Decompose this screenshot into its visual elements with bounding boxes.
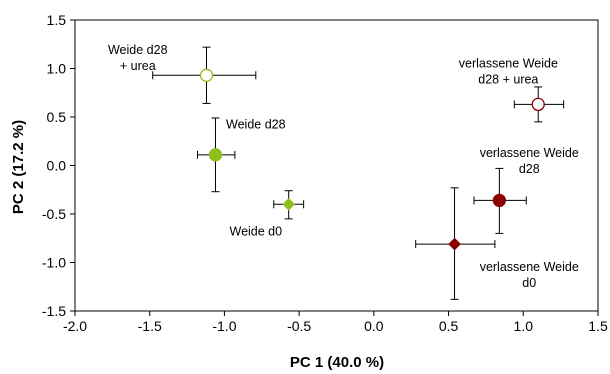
x-tick-label: 0.5 [439, 318, 459, 334]
y-tick-label: -1.0 [42, 255, 66, 271]
annotation-label: verlassene Weide d0 [480, 260, 579, 290]
y-tick-label: 0.0 [47, 158, 67, 174]
data-point-group [473, 167, 527, 234]
annotation-line: d0 [522, 276, 536, 290]
y-tick-label: 0.5 [47, 109, 67, 125]
annotation-label: verlassene Weide d28 [480, 146, 579, 176]
x-axis-ticks: -2.0 -1.5 -1.0 -0.5 0.0 0.5 1.0 1.5 [63, 311, 608, 334]
x-tick-label: -1.5 [138, 318, 162, 334]
circle-marker [208, 148, 223, 162]
x-tick-label: -1.0 [212, 318, 236, 334]
x-axis-title: PC 1 (40.0 %) [290, 354, 384, 371]
annotation-line: d28 [519, 162, 540, 176]
data-point-group [415, 187, 496, 300]
x-tick-label: -2.0 [63, 318, 87, 334]
annotation-line: + urea [120, 59, 156, 73]
x-tick-label: 0.0 [364, 318, 384, 334]
data-point-group [513, 86, 565, 123]
y-axis-title: PC 2 (17.2 %) [10, 120, 27, 214]
y-axis-ticks: 1.5 1.0 0.5 0.0 -0.5 -1.0 -1.5 [42, 12, 75, 319]
y-tick-label: 1.5 [47, 12, 67, 28]
annotation-line: Weide d0 [230, 224, 283, 238]
x-tick-label: 1.5 [588, 318, 608, 334]
data-points [152, 46, 565, 300]
x-tick-label: -0.5 [287, 318, 311, 334]
annotation-line: verlassene Weide [480, 146, 579, 160]
point-annotations: Weide d28 + urea Weide d28 Weide d0 verlasse… [108, 43, 579, 290]
y-tick-label: -1.5 [42, 303, 66, 319]
diamond-marker [448, 237, 461, 251]
diamond-marker [282, 197, 296, 211]
circle-marker [492, 193, 507, 208]
x-tick-label: 1.0 [514, 318, 534, 334]
y-tick-label: 1.0 [47, 61, 67, 77]
data-point-group [273, 190, 305, 220]
annotation-line: verlassene Weide [459, 57, 558, 71]
data-point-group [197, 117, 236, 193]
annotation-label: Weide d0 [230, 224, 283, 238]
annotation-line: verlassene Weide [480, 260, 579, 274]
annotation-line: d28 + urea [478, 73, 538, 87]
annotation-label: verlassene Weide d28 + urea [459, 57, 558, 87]
data-point-group [152, 46, 257, 104]
annotation-line: Weide d28 [108, 43, 168, 57]
annotation-label: Weide d28 + urea [108, 43, 168, 73]
annotation-line: Weide d28 [226, 118, 286, 132]
y-tick-label: -0.5 [42, 206, 66, 222]
circle-marker [199, 68, 214, 82]
circle-marker [531, 97, 545, 112]
annotation-label: Weide d28 [226, 118, 286, 132]
